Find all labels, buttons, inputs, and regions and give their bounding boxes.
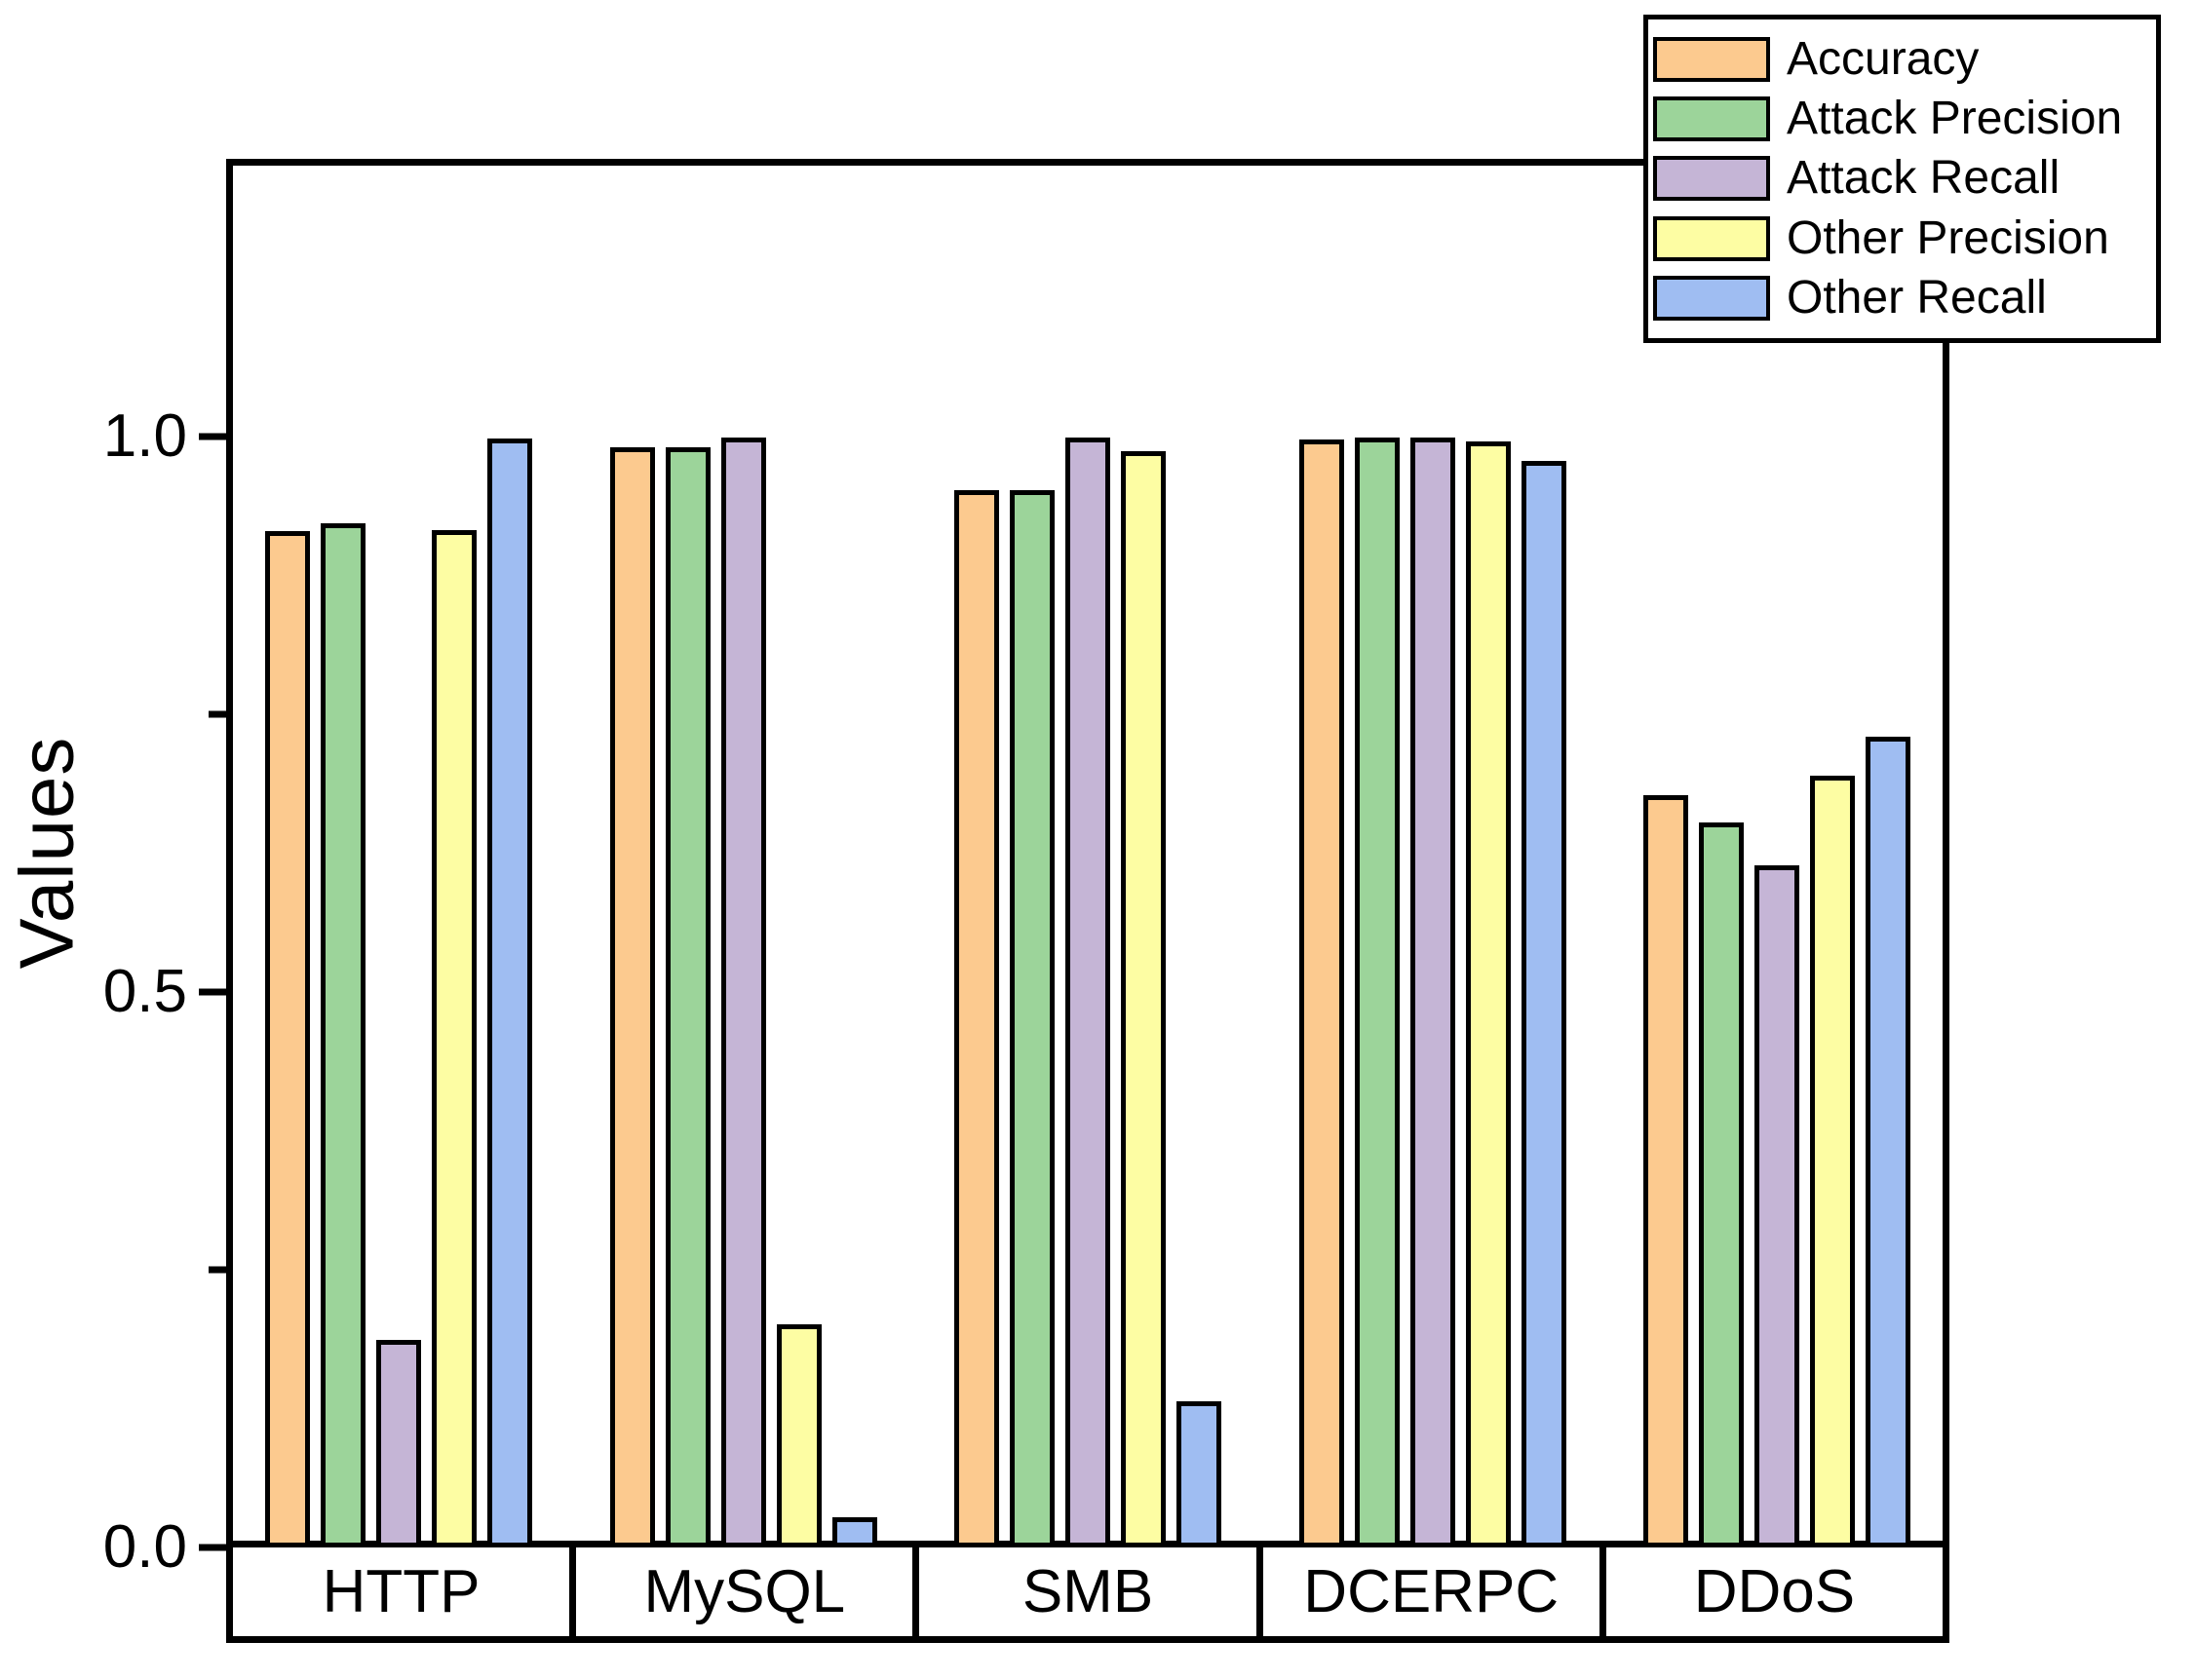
legend-swatch-other-recall (1653, 275, 1770, 321)
bar-smb-accuracy (954, 489, 1000, 1547)
category-cell-dcerpc: DCERPC (1255, 1547, 1599, 1636)
x-axis-category-strip: HTTP MySQL SMB DCERPC DDoS (226, 1547, 1949, 1643)
bar-dcerpc-accuracy (1298, 439, 1344, 1547)
bar-ddos-other-precision (1810, 775, 1856, 1547)
y-tick-major (199, 988, 226, 996)
y-tick-minor (209, 1266, 226, 1274)
category-label: DDoS (1693, 1558, 1856, 1625)
bar-http-attack-precision (321, 522, 366, 1547)
category-cell-mysql: MySQL (569, 1547, 912, 1636)
y-tick-major (199, 1544, 226, 1551)
legend-label: Attack Precision (1787, 93, 2123, 145)
bar-http-accuracy (265, 530, 310, 1547)
category-label: MySQL (643, 1558, 846, 1625)
bar-smb-attack-recall (1065, 438, 1111, 1547)
bar-http-other-precision (432, 529, 477, 1547)
bar-mysql-other-recall (831, 1517, 877, 1547)
bar-ddos-other-recall (1866, 736, 1911, 1547)
category-label: DCERPC (1303, 1558, 1560, 1625)
bar-mysql-attack-recall (720, 438, 766, 1547)
y-tick-label: 1.0 (102, 402, 187, 470)
bar-dcerpc-other-precision (1465, 440, 1511, 1547)
legend-label: Accuracy (1787, 33, 1980, 86)
category-label: HTTP (322, 1558, 481, 1625)
category-label: SMB (1021, 1558, 1154, 1625)
category-cell-ddos: DDoS (1599, 1547, 1943, 1636)
legend-label: Other Precision (1787, 211, 2109, 264)
bar-mysql-other-precision (776, 1323, 822, 1547)
bar-smb-other-recall (1176, 1400, 1222, 1547)
y-tick-label: 0.0 (102, 1513, 187, 1581)
legend-item-attack-precision: Attack Precision (1653, 95, 2156, 142)
bar-ddos-accuracy (1643, 795, 1689, 1547)
legend-item-other-precision: Other Precision (1653, 211, 2156, 264)
category-cell-smb: SMB (912, 1547, 1255, 1636)
bar-dcerpc-attack-precision (1354, 438, 1400, 1547)
legend-label: Attack Recall (1787, 152, 2061, 205)
y-axis-title: Values (3, 736, 90, 970)
y-tick-major (199, 433, 226, 440)
bar-http-attack-recall (376, 1339, 421, 1547)
bar-smb-attack-precision (1010, 489, 1056, 1547)
legend-item-accuracy: Accuracy (1653, 36, 2156, 83)
legend-swatch-accuracy (1653, 37, 1770, 83)
legend-swatch-attack-precision (1653, 96, 1770, 142)
legend-label: Other Recall (1787, 271, 2047, 324)
bar-mysql-accuracy (609, 447, 655, 1547)
y-tick-label: 0.5 (102, 958, 187, 1025)
bar-ddos-attack-precision (1699, 821, 1745, 1547)
legend-swatch-attack-recall (1653, 156, 1770, 202)
legend-item-attack-recall: Attack Recall (1653, 155, 2156, 202)
bar-dcerpc-attack-recall (1409, 438, 1455, 1547)
bar-ddos-attack-recall (1754, 865, 1800, 1547)
legend: Accuracy Attack Precision Attack Recall Oth… (1643, 15, 2161, 343)
legend-item-other-recall: Other Recall (1653, 271, 2156, 324)
bar-mysql-attack-precision (665, 447, 711, 1547)
bar-http-other-recall (487, 439, 532, 1547)
y-tick-minor (209, 710, 226, 718)
bar-dcerpc-other-recall (1521, 461, 1566, 1547)
bar-smb-other-precision (1121, 450, 1167, 1547)
category-cell-http: HTTP (233, 1547, 569, 1636)
legend-swatch-other-precision (1653, 215, 1770, 261)
